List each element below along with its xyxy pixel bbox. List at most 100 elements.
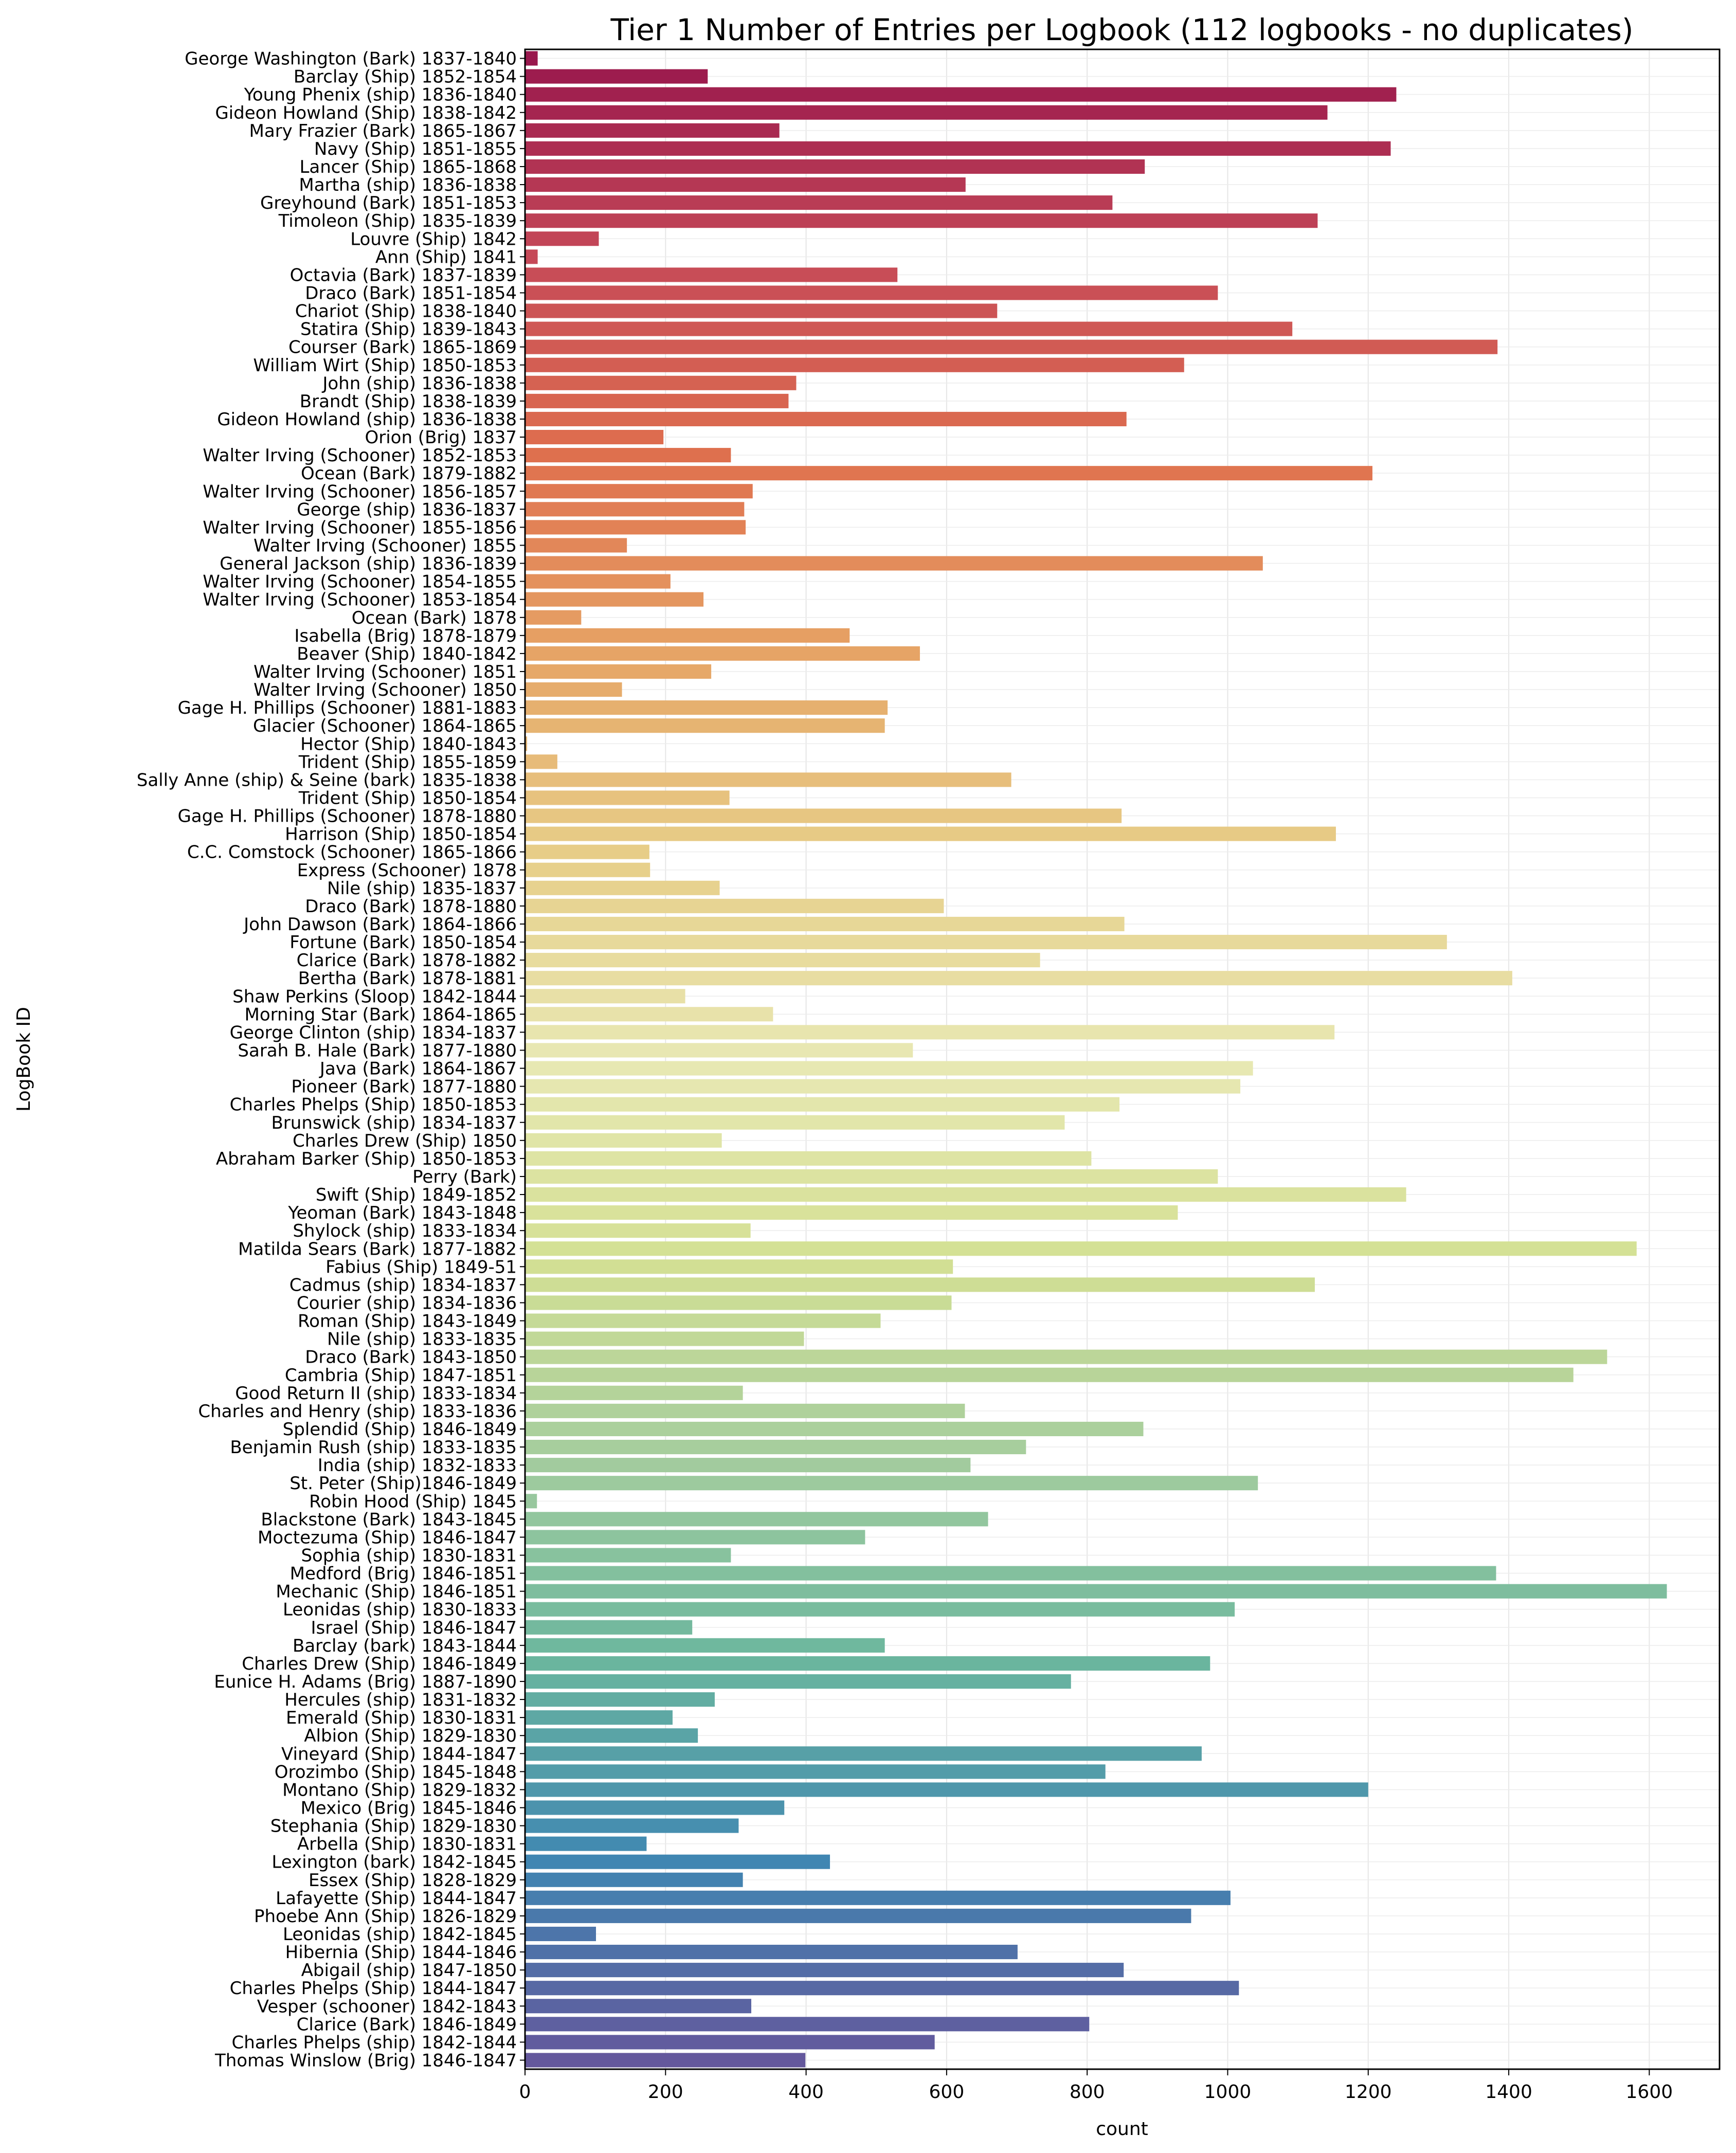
x-tick-label: 400 xyxy=(788,2082,824,2103)
bar xyxy=(525,375,797,390)
y-tick-label: Shaw Perkins (Sloop) 1842-1844 xyxy=(232,986,517,1007)
y-tick-label: George Washington (Bark) 1837-1840 xyxy=(185,49,517,69)
bar xyxy=(525,1205,1178,1220)
bar xyxy=(525,249,538,264)
y-tick-label: Clarice (Bark) 1878-1882 xyxy=(297,950,517,971)
plot-frame xyxy=(524,48,1721,2070)
bar xyxy=(525,1548,731,1563)
bar xyxy=(525,1908,1191,1923)
y-tick-label: Perry (Bark) xyxy=(412,1167,517,1187)
bar xyxy=(525,2035,935,2050)
y-tick-label: Cambria (Ship) 1847-1851 xyxy=(285,1365,517,1386)
y-tick-label: Israel (Ship) 1846-1847 xyxy=(311,1618,517,1638)
bar xyxy=(525,87,1397,102)
y-tick-label: Arbella (Ship) 1830-1831 xyxy=(297,1834,517,1855)
y-tick-label: Draco (Bark) 1878-1880 xyxy=(305,896,517,917)
x-tick-label: 800 xyxy=(1070,2082,1105,2103)
bar xyxy=(525,862,650,877)
bar xyxy=(525,1061,1253,1076)
bar xyxy=(525,1169,1218,1184)
y-tick-label: Harrison (Ship) 1850-1854 xyxy=(285,824,517,845)
y-tick-label: Barclay (Ship) 1852-1854 xyxy=(294,67,517,87)
bar xyxy=(525,430,664,445)
bar xyxy=(525,736,528,751)
bar xyxy=(525,790,730,805)
bar xyxy=(525,1440,1026,1455)
y-tick-label: Matilda Sears (Bark) 1877-1882 xyxy=(238,1239,517,1259)
bar xyxy=(525,1674,1071,1689)
x-tick-label: 1000 xyxy=(1204,2082,1252,2103)
bar xyxy=(525,628,850,643)
bar xyxy=(525,69,708,84)
y-tick-label: Sarah B. Hale (Bark) 1877-1880 xyxy=(238,1040,517,1061)
bar xyxy=(525,826,1336,841)
y-tick-label: Sophia (ship) 1830-1831 xyxy=(301,1545,517,1566)
y-tick-label: General Jackson (ship) 1836-1839 xyxy=(220,554,517,574)
y-tick-label: Gage H. Phillips (Schooner) 1878-1880 xyxy=(177,806,517,827)
bar xyxy=(525,502,745,517)
y-tick-label: Greyhound (Bark) 1851-1853 xyxy=(260,193,517,213)
bars xyxy=(525,51,1667,2068)
y-tick-label: Chariot (Ship) 1838-1840 xyxy=(295,301,517,322)
y-tick-label: Fortune (Bark) 1850-1854 xyxy=(290,932,517,953)
bar xyxy=(525,1476,1258,1491)
y-tick-label: Essex (Ship) 1828-1829 xyxy=(309,1870,517,1891)
y-tick-label: Ocean (Bark) 1879-1882 xyxy=(301,463,517,484)
bar xyxy=(525,682,622,697)
y-tick-label: John (ship) 1836-1838 xyxy=(321,373,517,394)
bar xyxy=(525,971,1512,986)
bar xyxy=(525,664,712,679)
bar xyxy=(525,1349,1607,1364)
y-tick-label: Charles Drew (Ship) 1846-1849 xyxy=(242,1654,517,1674)
bar xyxy=(525,1728,698,1743)
y-tick-label: Young Phenix (ship) 1836-1840 xyxy=(244,85,517,105)
bar xyxy=(525,141,1391,156)
y-tick-label: Albion (Ship) 1829-1830 xyxy=(304,1726,517,1746)
bar xyxy=(525,1818,739,1833)
y-tick-label: Glacier (Schooner) 1864-1865 xyxy=(253,716,517,736)
y-tick-label: Roman (Ship) 1843-1849 xyxy=(298,1311,517,1332)
y-tick-label: Medford (Brig) 1846-1851 xyxy=(290,1564,517,1584)
bar xyxy=(525,574,671,589)
y-tick-label: Walter Irving (Schooner) 1853-1854 xyxy=(203,590,517,610)
y-tick-label: Orozimbo (Ship) 1845-1848 xyxy=(275,1762,517,1782)
bar xyxy=(525,1656,1210,1671)
y-tick-label: Walter Irving (Schooner) 1855 xyxy=(254,535,517,556)
bar xyxy=(525,1259,953,1274)
bar xyxy=(525,1295,952,1310)
y-tick-labels: George Washington (Bark) 1837-1840Barcla… xyxy=(137,49,525,2071)
y-tick-label: Fabius (Ship) 1849-51 xyxy=(326,1257,517,1277)
y-tick-label: George Clinton (ship) 1834-1837 xyxy=(230,1022,517,1043)
x-axis-label: count xyxy=(1096,2119,1148,2140)
y-tick-label: Java (Bark) 1864-1867 xyxy=(319,1059,517,1079)
bar xyxy=(525,1872,743,1887)
x-tick-label: 200 xyxy=(648,2082,683,2103)
bar xyxy=(525,303,998,318)
y-tick-label: C.C. Comstock (Schooner) 1865-1866 xyxy=(187,842,517,863)
bar xyxy=(525,484,753,499)
y-tick-label: Timoleon (Ship) 1835-1839 xyxy=(278,211,517,231)
bar xyxy=(525,231,599,246)
y-tick-label: Splendid (Ship) 1846-1849 xyxy=(283,1419,517,1440)
bar xyxy=(525,1421,1144,1436)
y-tick-label: Shylock (ship) 1833-1834 xyxy=(293,1221,517,1241)
bar xyxy=(525,1945,1018,1960)
y-tick-label: Statira (Ship) 1839-1843 xyxy=(300,319,517,340)
y-tick-label: Vesper (schooner) 1842-1843 xyxy=(257,1996,517,2017)
y-tick-label: Emerald (Ship) 1830-1831 xyxy=(286,1708,517,1728)
bar xyxy=(525,520,746,535)
y-tick-label: Walter Irving (Schooner) 1854-1855 xyxy=(203,572,517,592)
bar xyxy=(525,357,1184,372)
bar xyxy=(525,1385,743,1400)
bar xyxy=(525,1241,1637,1256)
y-tick-label: Yeoman (Bark) 1843-1848 xyxy=(287,1203,517,1223)
y-tick-label: George (ship) 1836-1837 xyxy=(297,499,517,520)
y-tick-label: Hector (Ship) 1840-1843 xyxy=(300,734,517,754)
y-tick-label: Ocean (Bark) 1878 xyxy=(352,608,517,628)
bar xyxy=(525,213,1318,228)
bar xyxy=(525,339,1498,354)
bar xyxy=(525,1999,752,2014)
y-tick-label: Abigail (ship) 1847-1850 xyxy=(301,1960,517,1981)
bar xyxy=(525,700,888,715)
y-tick-label: Charles Drew (Ship) 1850 xyxy=(293,1131,517,1151)
